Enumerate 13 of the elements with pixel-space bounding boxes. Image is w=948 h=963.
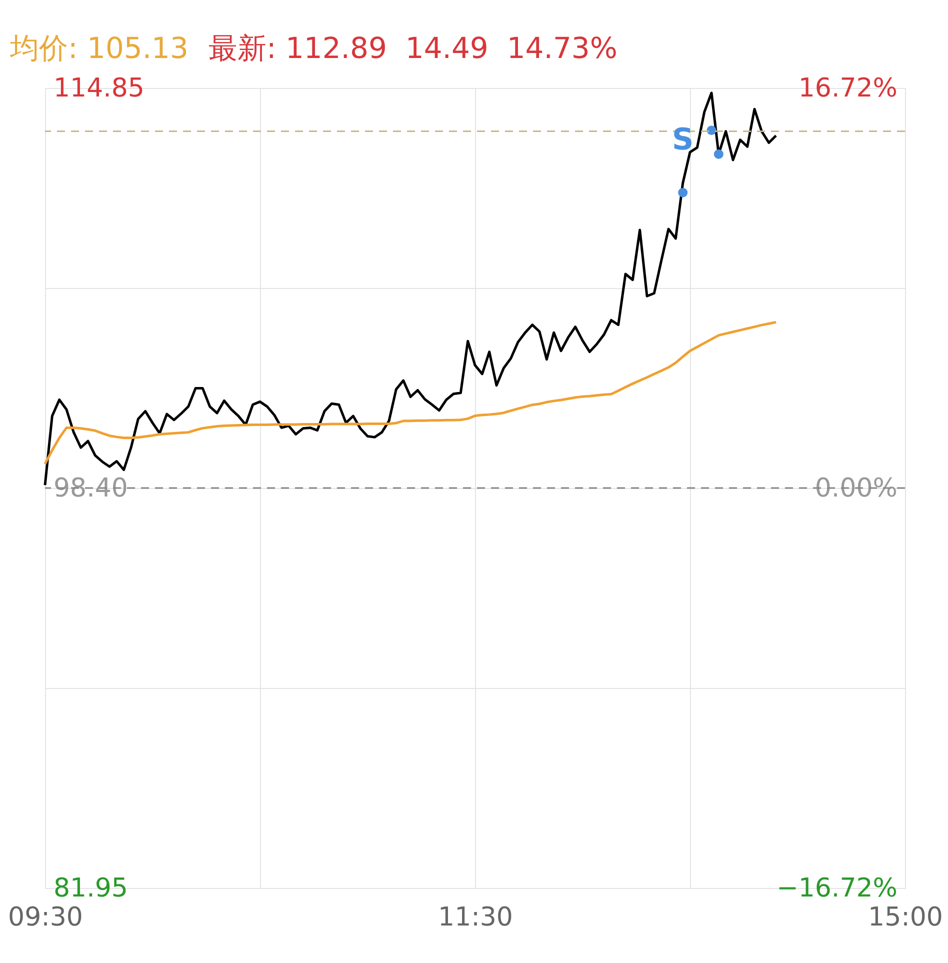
x-tick-label: 11:30 bbox=[438, 902, 513, 932]
chart-subtitle: 最新: 112.89 14.49 14.73% bbox=[208, 31, 618, 65]
chart-title: 均价: 105.13 bbox=[10, 31, 188, 65]
y2-tick-label: 0.00% bbox=[814, 474, 898, 504]
y2-tick-label: −16.72% bbox=[776, 874, 898, 904]
x-tick-label: 09:30 bbox=[8, 902, 83, 932]
x-tick-label: 15:00 bbox=[868, 902, 943, 932]
y2-tick-label: 16.72% bbox=[798, 74, 898, 104]
y-tick-label: 98.40 bbox=[54, 474, 128, 504]
annotation: S bbox=[672, 122, 694, 158]
y-tick-label: 114.85 bbox=[54, 74, 144, 104]
y-tick-label: 81.95 bbox=[54, 874, 128, 904]
line-series bbox=[44, 320, 778, 466]
